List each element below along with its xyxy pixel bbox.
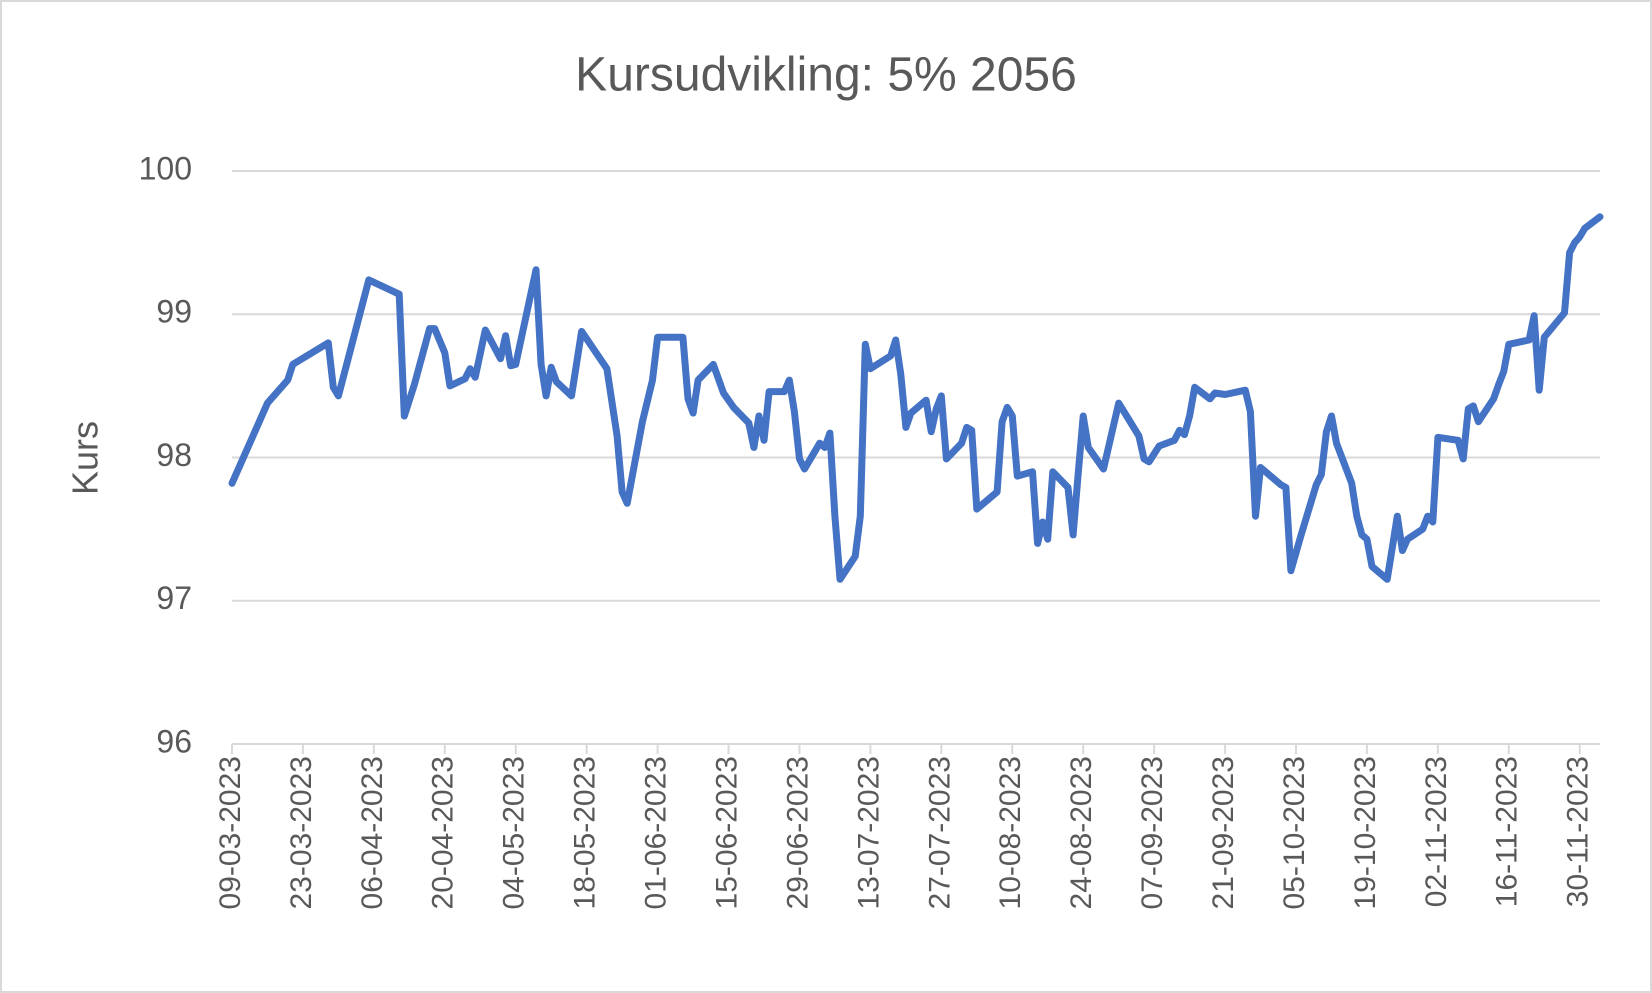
x-tick-label: 24-08-2023 <box>1065 756 1098 909</box>
x-tick-label: 07-09-2023 <box>1136 756 1169 909</box>
x-tick-label: 19-10-2023 <box>1349 756 1382 909</box>
line-series <box>228 213 1604 583</box>
y-tick-label: 97 <box>156 580 192 616</box>
x-tick-label: 04-05-2023 <box>498 756 531 909</box>
x-tick-label: 10-08-2023 <box>994 756 1027 909</box>
x-tick-label: 09-03-2023 <box>214 756 247 909</box>
y-tick-label: 98 <box>156 437 192 473</box>
x-tick-label: 16-11-2023 <box>1491 756 1524 907</box>
x-tick-label: 13-07-2023 <box>852 756 885 909</box>
y-tick-label: 96 <box>156 723 192 759</box>
x-tick-label: 05-10-2023 <box>1278 756 1311 909</box>
x-tick-label: 29-06-2023 <box>781 756 814 909</box>
x-tick-label: 15-06-2023 <box>710 756 743 909</box>
x-tick-label: 21-09-2023 <box>1207 756 1240 909</box>
x-tick-label: 27-07-2023 <box>923 756 956 909</box>
x-tick-label: 23-03-2023 <box>285 756 318 909</box>
y-tick-label: 100 <box>139 150 192 186</box>
x-tick-label: 01-06-2023 <box>640 756 673 909</box>
y-tick-label: 99 <box>156 294 192 330</box>
x-tick-label: 02-11-2023 <box>1420 756 1453 907</box>
x-tick-label: 20-04-2023 <box>427 756 460 909</box>
chart-title: Kursudvikling: 5% 2056 <box>575 49 1077 102</box>
y-axis-label: Kurs <box>65 421 106 495</box>
x-tick-label: 06-04-2023 <box>356 756 389 909</box>
x-tick-label: 18-05-2023 <box>569 756 602 909</box>
x-tick-label: 30-11-2023 <box>1562 756 1595 907</box>
